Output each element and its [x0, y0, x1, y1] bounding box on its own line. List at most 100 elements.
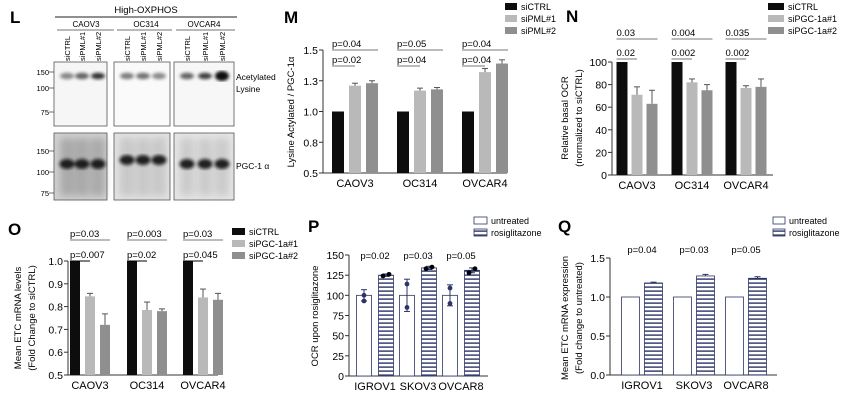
x-tick-label: IGROV1	[621, 380, 663, 392]
mw-marker-label: 100	[36, 84, 49, 93]
blot-band	[91, 72, 105, 80]
legend-label: untreated	[789, 216, 827, 226]
p-value-label: p=0.03	[70, 229, 99, 240]
bar	[85, 296, 95, 375]
bar	[142, 310, 152, 375]
bar	[725, 62, 737, 175]
blot-band	[75, 72, 89, 80]
legend-swatch	[772, 228, 786, 237]
blot-band	[214, 159, 230, 169]
y-axis-title: OCR upon rosiglitazone	[310, 266, 321, 367]
x-tick-label: CAOV3	[71, 380, 108, 392]
data-point	[466, 270, 472, 276]
legend-swatch	[232, 252, 245, 259]
bar	[70, 261, 80, 375]
y-tick-label: 125	[326, 270, 344, 282]
data-point	[361, 298, 367, 304]
blot-band	[198, 72, 212, 80]
bar	[740, 87, 752, 175]
blot-smear	[120, 138, 134, 196]
data-point	[472, 266, 478, 272]
bar	[397, 111, 409, 173]
legend-label: siCTRL	[249, 227, 279, 237]
legend-label: siPML#1	[521, 14, 556, 24]
y-tick-label: 50	[332, 331, 344, 343]
panel-label-L: L	[10, 8, 20, 27]
blot-smear	[136, 138, 150, 196]
bar	[356, 294, 372, 377]
mw-marker-label: 100	[36, 168, 49, 177]
chart-P: 0 25 50 75 100 125 150 IGROV1 SKOV3 OVCAR8 OCR upo…	[310, 216, 542, 393]
legend-swatch	[768, 3, 784, 10]
x-tick-label: SKOV3	[676, 380, 713, 392]
blot-cell-line-label: CAOV3	[72, 20, 100, 29]
legend-swatch	[772, 216, 786, 225]
y-tick-label: 0	[338, 371, 344, 383]
bar	[442, 294, 458, 377]
y-tick-label: 1.5	[590, 253, 605, 265]
bar	[332, 111, 344, 173]
panel-label-M: M	[284, 8, 298, 27]
legend-label: siPGC-1a#2	[249, 251, 298, 261]
bar	[673, 296, 692, 376]
x-tick-label: OVCAR8	[438, 381, 483, 393]
data-point	[447, 285, 453, 291]
p-value-label: 0.03	[617, 28, 636, 39]
legend-swatch	[473, 216, 488, 225]
blot-label-pgc1a: PGC-1 α	[236, 161, 269, 171]
p-value-label: p=0.04	[462, 39, 491, 50]
legend-swatch	[232, 240, 245, 247]
y-tick-label: 75	[332, 311, 344, 323]
legend-swatch	[505, 27, 517, 34]
y-tick-label: 1.0	[590, 292, 605, 304]
chart-Q: 0.0 0.5 1.0 1.5 IGROV1 SKOV3 OVCAR8 Mean ETC mR…	[560, 216, 840, 392]
blot-band	[179, 159, 195, 169]
legend-label: siPGC-1a#1	[788, 14, 837, 24]
y-tick-label: 0.6	[48, 347, 63, 359]
p-value-label: p=0.045	[183, 250, 218, 261]
bar	[183, 261, 193, 375]
p-value-label: 0.002	[672, 48, 696, 59]
y-tick-label: 0.7	[48, 324, 63, 336]
bar	[644, 282, 663, 376]
lane-label: siCTRL	[63, 36, 72, 61]
lane-label: siPML#2	[94, 32, 103, 61]
bar	[127, 261, 137, 375]
bar	[157, 311, 167, 375]
bar	[616, 62, 628, 175]
p-value-label: p=0.02	[127, 250, 156, 261]
y-tick-label: 0.5	[590, 331, 605, 343]
legend-label: siPGC-1a#2	[788, 26, 837, 36]
y-tick-label: 1.3	[303, 76, 318, 88]
y-tick-label: 0.9	[48, 279, 63, 291]
y-tick-label: 80	[595, 80, 607, 92]
p-value-label: p=0.03	[183, 229, 212, 240]
p-value-label: p=0.04	[462, 55, 491, 66]
p-value-label: p=0.003	[127, 229, 162, 240]
bar	[431, 89, 443, 173]
bar	[421, 267, 437, 377]
data-point	[386, 271, 392, 277]
x-tick-label: CAOV3	[336, 178, 373, 190]
x-tick-label: CAOV3	[618, 180, 655, 192]
legend-swatch	[232, 228, 245, 235]
blot-band	[90, 159, 106, 169]
bar	[366, 83, 378, 173]
bar	[496, 63, 508, 173]
bar	[414, 90, 426, 173]
bar	[479, 72, 491, 173]
blot-cell-line-label: OC314	[133, 20, 159, 29]
blot-band	[197, 159, 213, 169]
mw-marker-label: 150	[36, 68, 49, 77]
p-value-label: p=0.04	[397, 55, 426, 66]
y-tick-label: 40	[595, 125, 607, 137]
y-tick-label: 150	[326, 250, 344, 262]
legend-swatch	[768, 27, 784, 34]
data-point	[429, 264, 435, 270]
mw-marker-label: 75	[41, 108, 49, 117]
legend-label: siPML#2	[521, 26, 556, 36]
mw-marker-label: 150	[36, 147, 49, 156]
chart-O: 0.5 0.6 0.7 0.8 0.9 1.0 CAOV3 OC314 OVCAR4 Mean E…	[13, 227, 298, 392]
legend-swatch	[768, 15, 784, 22]
p-value-label: p=0.05	[397, 39, 426, 50]
